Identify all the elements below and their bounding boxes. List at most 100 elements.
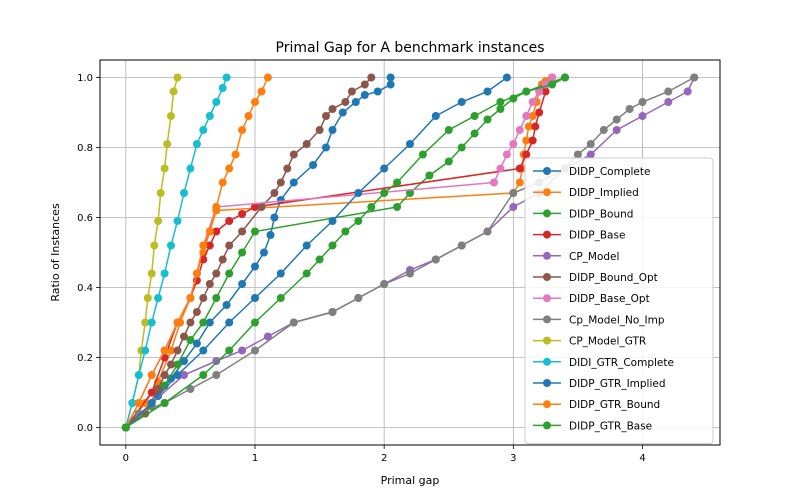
data-point <box>315 255 324 264</box>
legend-swatch-marker <box>543 379 551 387</box>
data-point <box>154 294 163 302</box>
data-point <box>160 269 169 278</box>
legend-swatch-marker <box>543 315 551 324</box>
data-point <box>238 210 247 218</box>
data-point <box>496 164 505 173</box>
y-tick-label: 0.4 <box>77 283 93 294</box>
data-point <box>444 126 453 134</box>
data-point <box>173 73 182 82</box>
data-point <box>192 269 201 278</box>
legend-item: CP_Model <box>533 251 619 263</box>
data-point <box>502 73 511 82</box>
data-point <box>212 269 221 278</box>
x-tick-label: 1 <box>252 453 258 464</box>
data-point <box>199 241 208 250</box>
data-point <box>535 108 544 117</box>
data-point <box>192 140 201 148</box>
data-point <box>490 178 498 187</box>
legend-box <box>524 157 714 445</box>
data-point <box>134 371 143 379</box>
data-point <box>522 87 531 96</box>
data-point <box>169 87 178 96</box>
data-point <box>528 136 537 145</box>
legend-swatch-marker <box>543 167 551 175</box>
data-point <box>186 336 195 344</box>
y-tick-label: 0.8 <box>77 143 93 154</box>
data-point <box>444 157 453 166</box>
data-point <box>128 399 137 407</box>
data-point <box>167 241 175 250</box>
x-tick-label: 3 <box>510 453 516 464</box>
legend-label: DIDP_GTR_Implied <box>569 378 666 390</box>
data-point <box>347 87 356 96</box>
data-point <box>406 140 414 148</box>
x-tick-label: 4 <box>639 453 645 464</box>
data-point <box>251 318 259 327</box>
legend-item: DIDI_GTR_Complete <box>533 357 674 369</box>
legend-swatch-marker <box>543 400 551 409</box>
data-point <box>664 98 673 106</box>
data-point <box>186 164 195 173</box>
data-point <box>263 73 272 82</box>
data-point <box>266 231 275 239</box>
data-point <box>509 203 518 211</box>
data-point <box>212 371 221 379</box>
series-didp-gtr-bound <box>121 73 272 432</box>
data-point <box>160 164 169 173</box>
data-point <box>351 98 360 106</box>
data-point <box>573 150 582 159</box>
data-point <box>548 73 557 82</box>
data-point <box>315 126 324 134</box>
legend-swatch-marker <box>543 273 551 281</box>
data-point <box>150 241 159 250</box>
data-point <box>309 161 318 169</box>
legend-item: DIDP_Bound <box>533 208 633 220</box>
data-point <box>160 371 169 379</box>
data-point <box>276 178 285 187</box>
legend-swatch-marker <box>543 251 551 260</box>
legend-swatch-marker <box>543 336 551 345</box>
legend-swatch-marker <box>543 188 551 197</box>
data-point <box>470 112 479 120</box>
data-point <box>141 318 150 327</box>
legend-label: DIDI_GTR_Complete <box>569 357 674 369</box>
data-point <box>522 112 531 120</box>
data-point <box>515 126 524 134</box>
data-point <box>524 122 533 131</box>
y-tick-label: 0.0 <box>77 423 93 434</box>
plot-frame <box>99 59 721 446</box>
data-point <box>406 269 414 278</box>
data-point <box>160 399 169 407</box>
data-point <box>225 164 234 173</box>
series-group <box>121 73 699 432</box>
data-point <box>690 73 699 82</box>
data-point <box>367 203 376 211</box>
data-point <box>418 150 427 159</box>
data-point <box>173 318 182 327</box>
legend-swatch-marker <box>543 230 551 239</box>
data-point <box>205 112 214 120</box>
data-point <box>218 178 227 187</box>
data-point <box>509 189 518 197</box>
data-point <box>225 217 234 225</box>
data-point <box>328 308 337 316</box>
data-point <box>225 241 234 250</box>
data-point <box>548 80 557 89</box>
legend-label: DIDP_GTR_Bound <box>569 399 660 411</box>
data-point <box>238 280 247 288</box>
data-point <box>199 294 208 302</box>
data-point <box>322 112 330 120</box>
legend-label: Cp_Model_No_Imp <box>569 314 665 326</box>
data-point <box>225 346 234 355</box>
data-point <box>192 339 201 348</box>
data-point <box>360 80 369 89</box>
data-point <box>483 227 492 236</box>
data-point <box>147 399 156 407</box>
legend-swatch-marker <box>543 421 551 430</box>
data-point <box>483 87 492 96</box>
data-point <box>625 105 634 113</box>
data-point <box>199 371 208 379</box>
data-point <box>470 129 479 138</box>
data-point <box>147 371 156 379</box>
